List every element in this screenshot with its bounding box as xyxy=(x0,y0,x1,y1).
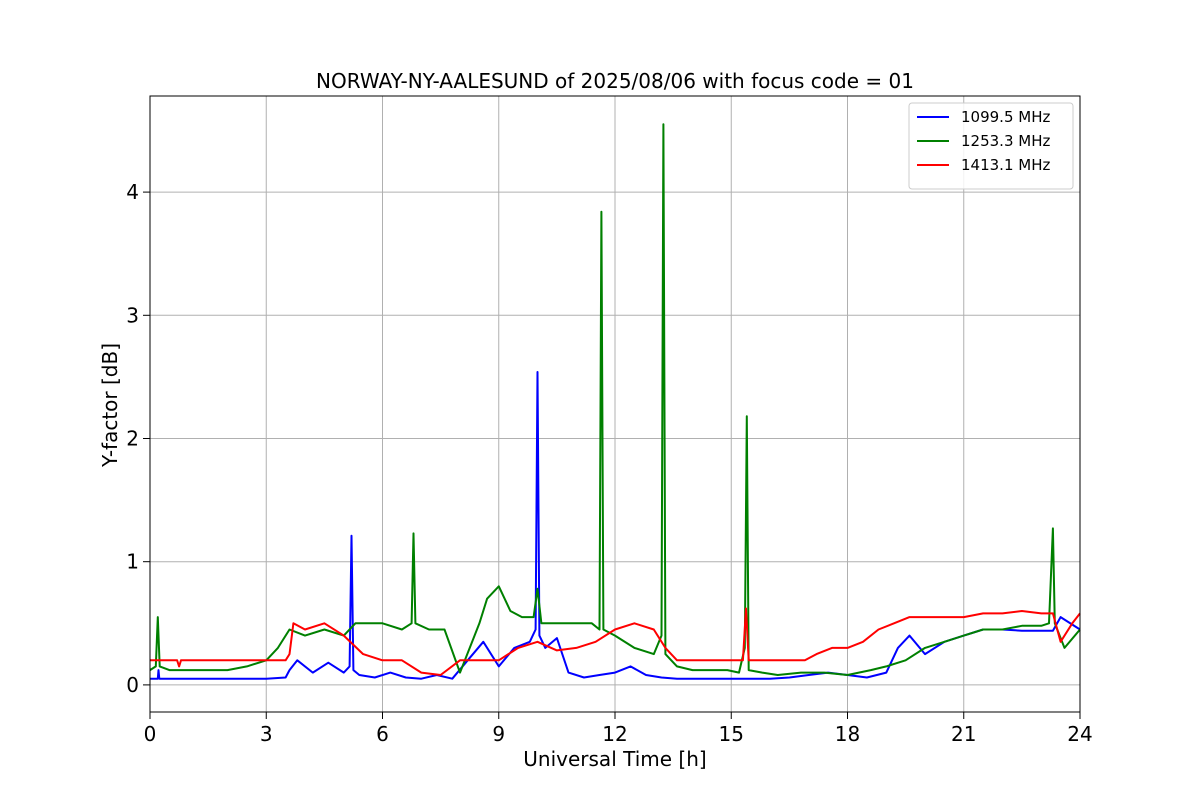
series-line-1 xyxy=(150,371,1081,680)
x-tick-label: 18 xyxy=(835,722,860,746)
y-axis: 0 1 2 3 4 xyxy=(126,180,150,697)
legend-label: 1253.3 MHz xyxy=(961,132,1050,150)
y-tick-label: 2 xyxy=(126,426,139,450)
x-tick-label: 9 xyxy=(492,722,505,746)
y-tick-label: 3 xyxy=(126,303,139,327)
x-tick-label: 15 xyxy=(719,722,744,746)
x-axis: 0 3 6 9 12 15 18 21 24 xyxy=(144,712,1093,746)
x-axis-label: Universal Time [h] xyxy=(523,747,706,771)
y-tick-label: 4 xyxy=(126,180,139,204)
x-tick-label: 12 xyxy=(602,722,627,746)
legend-label: 1413.1 MHz xyxy=(961,156,1050,174)
x-tick-label: 6 xyxy=(376,722,389,746)
legend: 1099.5 MHz 1253.3 MHz 1413.1 MHz xyxy=(908,102,1074,190)
legend-box xyxy=(908,102,1074,190)
series-lines xyxy=(149,123,1081,680)
x-tick-label: 21 xyxy=(951,722,976,746)
y-axis-label: Y-factor [dB] xyxy=(98,343,122,468)
y-tick-label: 0 xyxy=(126,673,139,697)
x-tick-label: 3 xyxy=(260,722,273,746)
chart-title: NORWAY-NY-AALESUND of 2025/08/06 with fo… xyxy=(316,69,914,93)
legend-label: 1099.5 MHz xyxy=(961,108,1050,126)
x-tick-label: 0 xyxy=(144,722,157,746)
x-tick-label: 24 xyxy=(1067,722,1092,746)
grid xyxy=(149,96,1081,712)
series-line-3 xyxy=(150,607,1081,676)
y-tick-label: 1 xyxy=(126,550,139,574)
series-line-2 xyxy=(149,123,1081,676)
